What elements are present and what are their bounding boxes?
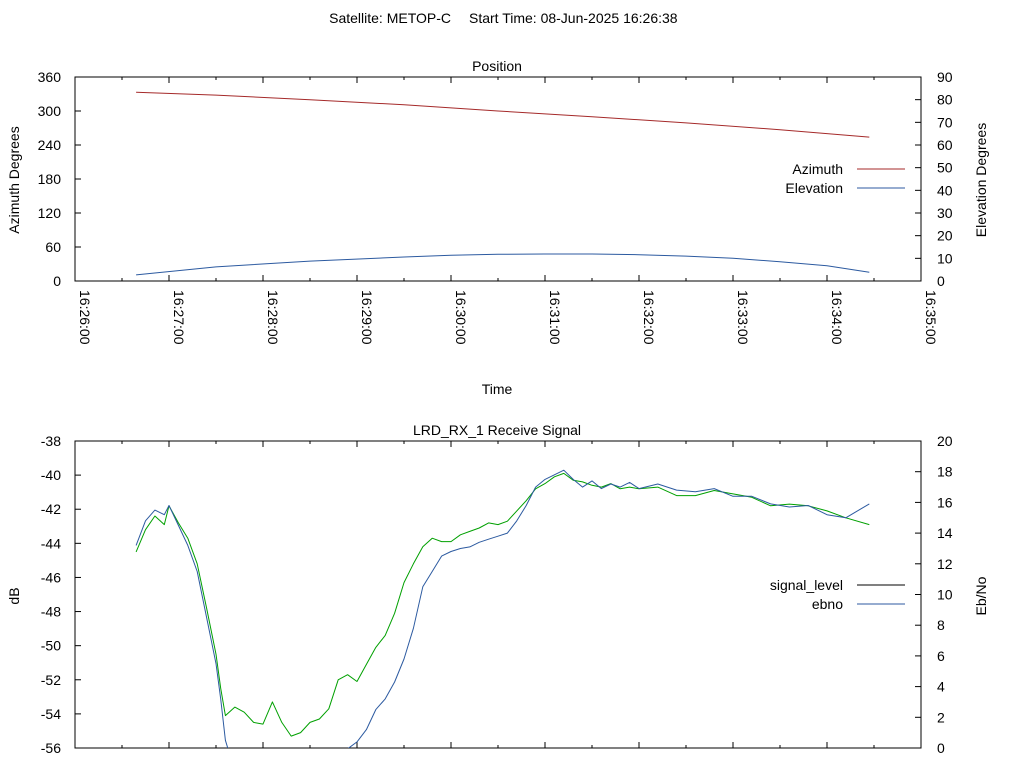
y-tick-label: 0: [53, 273, 61, 289]
position-legend: Azimuth Elevation: [785, 161, 905, 196]
y-tick-label: -50: [41, 638, 61, 654]
y-tick-label: 120: [38, 205, 62, 221]
position-chart: Position Time Azimuth Degrees Elevation …: [6, 58, 989, 397]
series-group: [136, 91, 870, 276]
y2-tick-label: 16: [937, 494, 953, 510]
y-tick-label: -54: [41, 706, 61, 722]
position-chart-title: Position: [472, 58, 522, 74]
legend-label-signal-level: signal_level: [770, 577, 843, 593]
position-y2-axis-label: Elevation Degrees: [973, 123, 989, 237]
x-tick-label: 16:26:00: [77, 290, 93, 345]
y2-tick-label: 20: [937, 228, 953, 244]
satellite-label: Satellite: METOP-C: [329, 10, 451, 26]
y2-tick-label: 18: [937, 464, 953, 480]
x-tick-label: 16:34:00: [829, 290, 845, 345]
signal-chart: LRD_RX_1 Receive Signal dB Eb/No -56-54-…: [6, 422, 989, 756]
position-y-axis-label: Azimuth Degrees: [6, 126, 22, 233]
y2-tick-label: 70: [937, 114, 953, 130]
signal-y2-axis-label: Eb/No: [973, 576, 989, 615]
series-line-azimuth: [136, 91, 870, 138]
x-tick-label: 16:29:00: [359, 290, 375, 345]
y2-tick-label: 0: [937, 740, 945, 756]
y-tick-label: -48: [41, 604, 61, 620]
y2-tick-label: 0: [937, 273, 945, 289]
x-tick-label: 16:31:00: [547, 290, 563, 345]
plot-border: [74, 76, 922, 282]
y-tick-label: -52: [41, 672, 61, 688]
y-tick-label: -46: [41, 569, 61, 585]
y2-tick-label: 80: [937, 92, 953, 108]
signal-y-axis-label: dB: [6, 587, 22, 604]
y2-tick-label: 10: [937, 250, 953, 266]
y-tick-label: 360: [38, 69, 62, 85]
series-line-ebno: [135, 469, 870, 748]
series-group: [135, 469, 870, 748]
position-plot-area: 16:26:00 16:27:00 16:28:00 16:29:00 16:30:00…: [38, 69, 953, 345]
legend-label-elevation: Elevation: [785, 180, 843, 196]
y-tick-label: 240: [38, 137, 62, 153]
y2-tick-label: 6: [937, 648, 945, 664]
start-time-label: Start Time: 08-Jun-2025 16:26:38: [469, 10, 678, 26]
y2-tick-label: 40: [937, 182, 953, 198]
y2-tick-label: 10: [937, 587, 953, 603]
y-tick-label: 60: [45, 239, 61, 255]
x-tick-label: 16:30:00: [453, 290, 469, 345]
signal-legend: signal_level ebno: [770, 577, 905, 612]
y-tick-label: -44: [41, 535, 61, 551]
y-tick-label: 180: [38, 171, 62, 187]
y2-tick-label: 30: [937, 205, 953, 221]
y2-tick-label: 8: [937, 617, 945, 633]
y2-tick-label: 14: [937, 525, 953, 541]
x-tick-label: 16:33:00: [735, 290, 751, 345]
y2-tick-label: 50: [937, 160, 953, 176]
y2-tick-label: 4: [937, 679, 945, 695]
y-tick-label: -42: [41, 501, 61, 517]
y-tick-label: -40: [41, 467, 61, 483]
y-tick-label: -38: [41, 433, 61, 449]
y2-tick-label: 90: [937, 69, 953, 85]
y-tick-label: 300: [38, 103, 62, 119]
y2-tick-label: 20: [937, 433, 953, 449]
y2-tick-label: 60: [937, 137, 953, 153]
position-x-axis-label: Time: [482, 381, 513, 397]
signal-plot-area: -56 -54 -52 -50 -48 -46 -44 -42 -40 -38 0 2 4 6 8 10 12 1…: [41, 433, 953, 756]
x-tick-label: 16:35:00: [923, 290, 939, 345]
x-tick-label: 16:32:00: [641, 290, 657, 345]
y2-tick-label: 12: [937, 556, 953, 572]
series-line-elevation: [136, 253, 870, 276]
signal-chart-title: LRD_RX_1 Receive Signal: [413, 422, 581, 438]
y2-tick-label: 2: [937, 709, 945, 725]
x-tick-label: 16:28:00: [265, 290, 281, 345]
x-tick-label: 16:27:00: [171, 290, 187, 345]
legend-label-ebno: ebno: [812, 596, 843, 612]
legend-label-azimuth: Azimuth: [792, 161, 843, 177]
series-line-signal-level: [135, 472, 870, 737]
y-tick-label: -56: [41, 740, 61, 756]
